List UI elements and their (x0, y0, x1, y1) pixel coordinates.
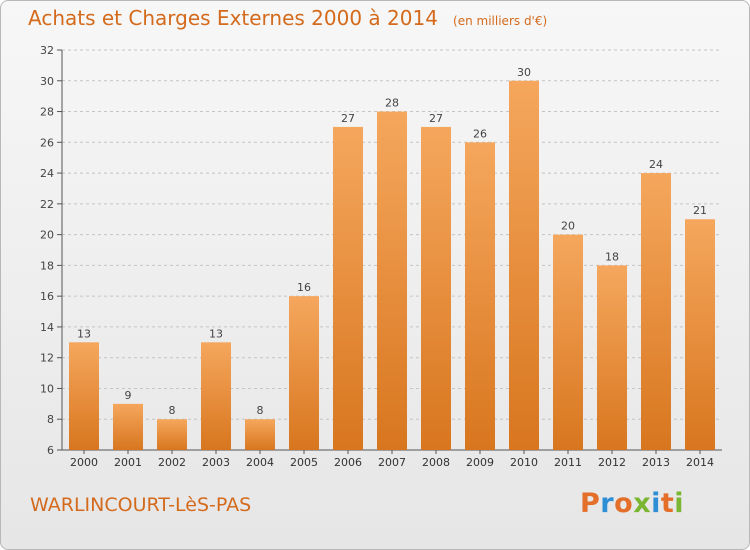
data-label: 26 (473, 127, 487, 140)
data-label: 24 (649, 158, 663, 171)
data-label: 27 (429, 112, 443, 125)
bar (685, 219, 715, 450)
y-tick-label: 12 (40, 352, 54, 365)
y-tick-label: 26 (40, 136, 54, 149)
x-tick-label: 2002 (158, 456, 186, 469)
x-tick-label: 2008 (422, 456, 450, 469)
data-label: 20 (561, 220, 575, 233)
y-tick-label: 18 (40, 259, 54, 272)
bar (377, 111, 407, 451)
data-label: 8 (257, 404, 264, 417)
y-tick-label: 22 (40, 198, 54, 211)
logo-letter: x (633, 488, 652, 519)
chart-title-row: Achats et Charges Externes 2000 à 2014 (… (28, 6, 547, 30)
data-label: 18 (605, 250, 619, 263)
y-tick-label: 32 (40, 44, 54, 57)
bar (333, 126, 363, 450)
x-tick-label: 2009 (466, 456, 494, 469)
data-label: 28 (385, 97, 399, 110)
chart-title: Achats et Charges Externes 2000 à 2014 (28, 6, 438, 30)
data-label: 16 (297, 281, 311, 294)
data-label: 30 (517, 66, 531, 79)
data-label: 8 (169, 404, 176, 417)
x-tick-label: 2007 (378, 456, 406, 469)
y-tick-label: 30 (40, 75, 54, 88)
bar (465, 142, 495, 451)
x-tick-label: 2011 (554, 456, 582, 469)
chart-subtitle: (en milliers d'€) (453, 14, 548, 28)
bar (641, 173, 671, 451)
x-tick-label: 2013 (642, 456, 670, 469)
data-labels: 13 9 8 13 8 16 27 28 27 26 30 20 18 24 21 (77, 66, 707, 417)
y-tick-label: 6 (47, 444, 54, 457)
x-tick-label: 2010 (510, 456, 538, 469)
x-tick-label: 2006 (334, 456, 362, 469)
town-name: WARLINCOURT-LèS-PAS (30, 494, 252, 516)
logo-letter: P (580, 488, 601, 519)
bar (421, 126, 451, 450)
bar (245, 419, 275, 450)
data-label: 13 (77, 327, 91, 340)
logo-letter: o (614, 488, 634, 519)
bar (289, 296, 319, 450)
data-label: 9 (125, 389, 132, 402)
y-tick-label: 20 (40, 229, 54, 242)
axes: 6 8 10 12 14 16 18 20 22 24 26 28 30 32 2000 2001 2002 20… (40, 44, 722, 469)
y-tick-label: 14 (40, 321, 54, 334)
y-tick-label: 10 (40, 382, 54, 395)
x-tick-label: 2005 (290, 456, 318, 469)
x-tick-label: 2003 (202, 456, 230, 469)
bar (69, 342, 99, 450)
data-label: 27 (341, 112, 355, 125)
x-tick-label: 2000 (70, 456, 98, 469)
bar (113, 403, 143, 450)
x-tick-label: 2014 (686, 456, 714, 469)
logo-letter: i (674, 488, 685, 519)
y-tick-label: 24 (40, 167, 54, 180)
bar (201, 342, 231, 450)
logo-letter: i (651, 488, 661, 519)
data-label: 21 (693, 204, 707, 217)
bar (157, 419, 187, 450)
bars (69, 80, 715, 451)
logo-letter: t (660, 488, 675, 519)
y-tick-label: 28 (40, 106, 54, 119)
proxiti-logo: Proxiti (580, 488, 684, 519)
x-tick-label: 2012 (598, 456, 626, 469)
logo-letter: r (600, 488, 615, 519)
x-tick-label: 2004 (246, 456, 274, 469)
bar (597, 265, 627, 450)
y-tick-label: 16 (40, 290, 54, 303)
y-tick-label: 8 (47, 413, 54, 426)
data-label: 13 (209, 327, 223, 340)
bar (553, 234, 583, 450)
x-tick-label: 2001 (114, 456, 142, 469)
bar (509, 80, 539, 451)
